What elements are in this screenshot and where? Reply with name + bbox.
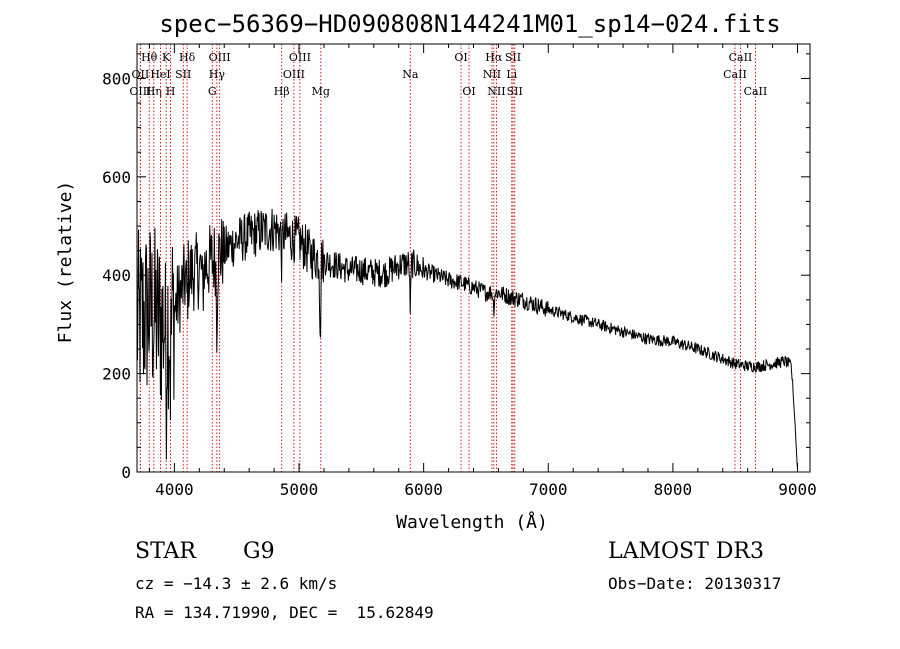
x-tick-label-5000: 5000 — [280, 480, 319, 499]
line-label-27: CaII — [744, 85, 768, 98]
observation-date: Obs−Date: 20130317 — [608, 574, 782, 593]
line-label-12: Hβ — [274, 85, 290, 98]
line-label-20: NII — [483, 68, 501, 81]
spectrum-line — [136, 208, 798, 470]
line-label-10: Hγ — [209, 68, 226, 81]
line-label-22: SII — [505, 51, 521, 64]
object-subclass: G9 — [243, 539, 275, 564]
y-axis-label: Flux (relative) — [55, 181, 76, 344]
line-label-25: CaII — [729, 51, 753, 64]
line-label-1: OII — [132, 68, 150, 81]
line-label-13: OIII — [289, 51, 311, 64]
line-label-18: OI — [462, 85, 475, 98]
x-tick-label-8000: 8000 — [654, 480, 693, 499]
sky-coordinates: RA = 134.71990, DEC = 15.62849 — [135, 603, 434, 622]
redshift-velocity: cz = −14.3 ± 2.6 km/s — [135, 574, 338, 593]
x-tick-label-7000: 7000 — [529, 480, 568, 499]
line-label-15: Mg — [312, 85, 330, 98]
spectrum-series — [136, 208, 798, 470]
survey-name: LAMOST DR3 — [608, 539, 764, 564]
line-label-26: CaII — [723, 68, 747, 81]
line-label-19: Hα — [485, 51, 503, 64]
y-tick-label-200: 200 — [102, 365, 131, 384]
y-tick-label-600: 600 — [102, 168, 131, 187]
y-tick-label-800: 800 — [102, 69, 131, 88]
x-tick-label-4000: 4000 — [155, 480, 194, 499]
line-label-14: OIII — [283, 68, 305, 81]
line-label-9: OIII — [209, 51, 231, 64]
line-label-6: SII — [175, 68, 191, 81]
line-label-16: Na — [402, 68, 419, 81]
line-label-0: Hθ — [141, 51, 158, 64]
line-label-21: NII — [487, 85, 505, 98]
line-label-2: OIII — [129, 85, 151, 98]
line-label-3: Hη — [146, 85, 162, 98]
line-label-23: Li — [506, 68, 517, 81]
object-class: STAR — [135, 539, 196, 564]
y-tick-label-400: 400 — [102, 266, 131, 285]
line-label-5: HeI — [150, 68, 170, 81]
x-tick-label-6000: 6000 — [404, 480, 443, 499]
x-axis-label: Wavelength (Å) — [396, 511, 548, 533]
y-axis-ticks: 0 200 400 600 800 — [102, 53, 810, 482]
x-axis-ticks: 4000 5000 6000 7000 8000 9000 — [148, 44, 817, 499]
line-label-4: K — [162, 51, 171, 64]
plot-frame — [136, 43, 811, 473]
chart-title: spec−56369−HD090808N144241M01_sp14−024.f… — [159, 10, 780, 38]
line-label-17: OI — [454, 51, 467, 64]
line-label-7: H — [166, 85, 176, 98]
line-label-8: Hδ — [179, 51, 196, 64]
line-label-24: SII — [507, 85, 523, 98]
y-tick-label-0: 0 — [121, 463, 131, 482]
x-tick-label-9000: 9000 — [778, 480, 817, 499]
line-label-11: G — [208, 85, 217, 98]
